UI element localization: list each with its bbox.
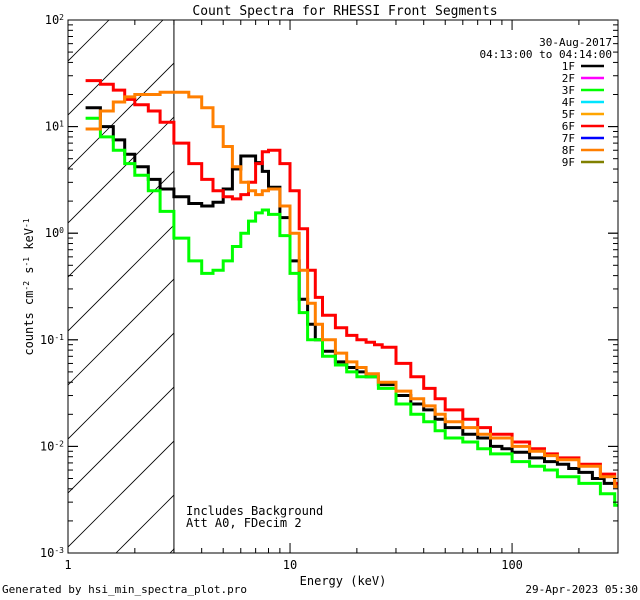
series-line-6F <box>85 79 618 485</box>
series-line-3F <box>85 116 618 507</box>
x-tick-label: 10 <box>283 558 297 572</box>
legend-label: 3F <box>562 84 575 97</box>
y-label-exponent: -1 <box>22 218 31 228</box>
y-label-exponent: -2 <box>22 281 31 291</box>
chart-title: Count Spectra for RHESSI Front Segments <box>192 4 497 19</box>
y-label-part: keV <box>22 228 36 257</box>
y-tick-label: 10-3 <box>40 546 64 561</box>
y-axis-label: counts cm-2 s-1 keV-1 <box>22 218 37 355</box>
svg-text:counts cm-2 s-1 keV-1: counts cm-2 s-1 keV-1 <box>22 218 37 355</box>
attenuator-note: Att A0, FDecim 2 <box>186 516 302 530</box>
y-tick-label: 100 <box>45 226 64 241</box>
legend-label: 9F <box>562 156 575 169</box>
hatch-line <box>68 332 174 440</box>
y-tick-label: 101 <box>45 119 64 134</box>
background-note: Includes Background <box>186 504 323 518</box>
plot-frame <box>67 19 619 554</box>
hatch-line <box>68 20 164 116</box>
excluded-energy-hatch <box>0 20 174 553</box>
legend-label: 2F <box>562 72 575 85</box>
legend-label: 6F <box>562 120 575 133</box>
legend-label: 1F <box>562 60 575 73</box>
series-layer <box>85 20 618 553</box>
generated-timestamp: 29-Apr-2023 05:30 <box>525 583 638 596</box>
observation-date: 30-Aug-2017 <box>539 36 612 49</box>
time-range: 04:13:00 to 04:14:00 <box>480 48 612 61</box>
x-tick-label: 1 <box>64 558 71 572</box>
y-label-part: counts cm <box>22 291 36 356</box>
y-label-part: s <box>22 267 36 281</box>
generated-by-note: Generated by hsi_min_spectra_plot.pro <box>2 583 248 596</box>
hatch-line <box>0 20 1 553</box>
y-tick-label: 10-2 <box>40 439 64 454</box>
legend-label: 7F <box>562 132 575 145</box>
legend-label: 4F <box>562 96 575 109</box>
y-axis-ticks: 102 101 100 10-1 10-2 10-3 <box>40 13 618 561</box>
x-axis-ticks: 1 10 100 <box>64 20 619 572</box>
series-line-1F <box>85 106 618 489</box>
hatch-line <box>68 170 174 278</box>
hatch-line <box>68 278 174 386</box>
series-line-8F <box>85 90 618 489</box>
hatch-line <box>68 386 174 494</box>
y-tick-label: 10-1 <box>40 332 64 347</box>
y-label-exponent: -1 <box>22 257 31 267</box>
legend-label: 8F <box>562 144 575 157</box>
hatch-line <box>68 440 174 548</box>
y-tick-label: 102 <box>45 13 64 28</box>
x-tick-label: 100 <box>501 558 523 572</box>
hatch-line <box>68 224 174 332</box>
x-axis-label: Energy (keV) <box>300 574 387 588</box>
hatch-line <box>68 62 174 170</box>
legend-label: 5F <box>562 108 575 121</box>
hatch-line <box>68 20 110 62</box>
